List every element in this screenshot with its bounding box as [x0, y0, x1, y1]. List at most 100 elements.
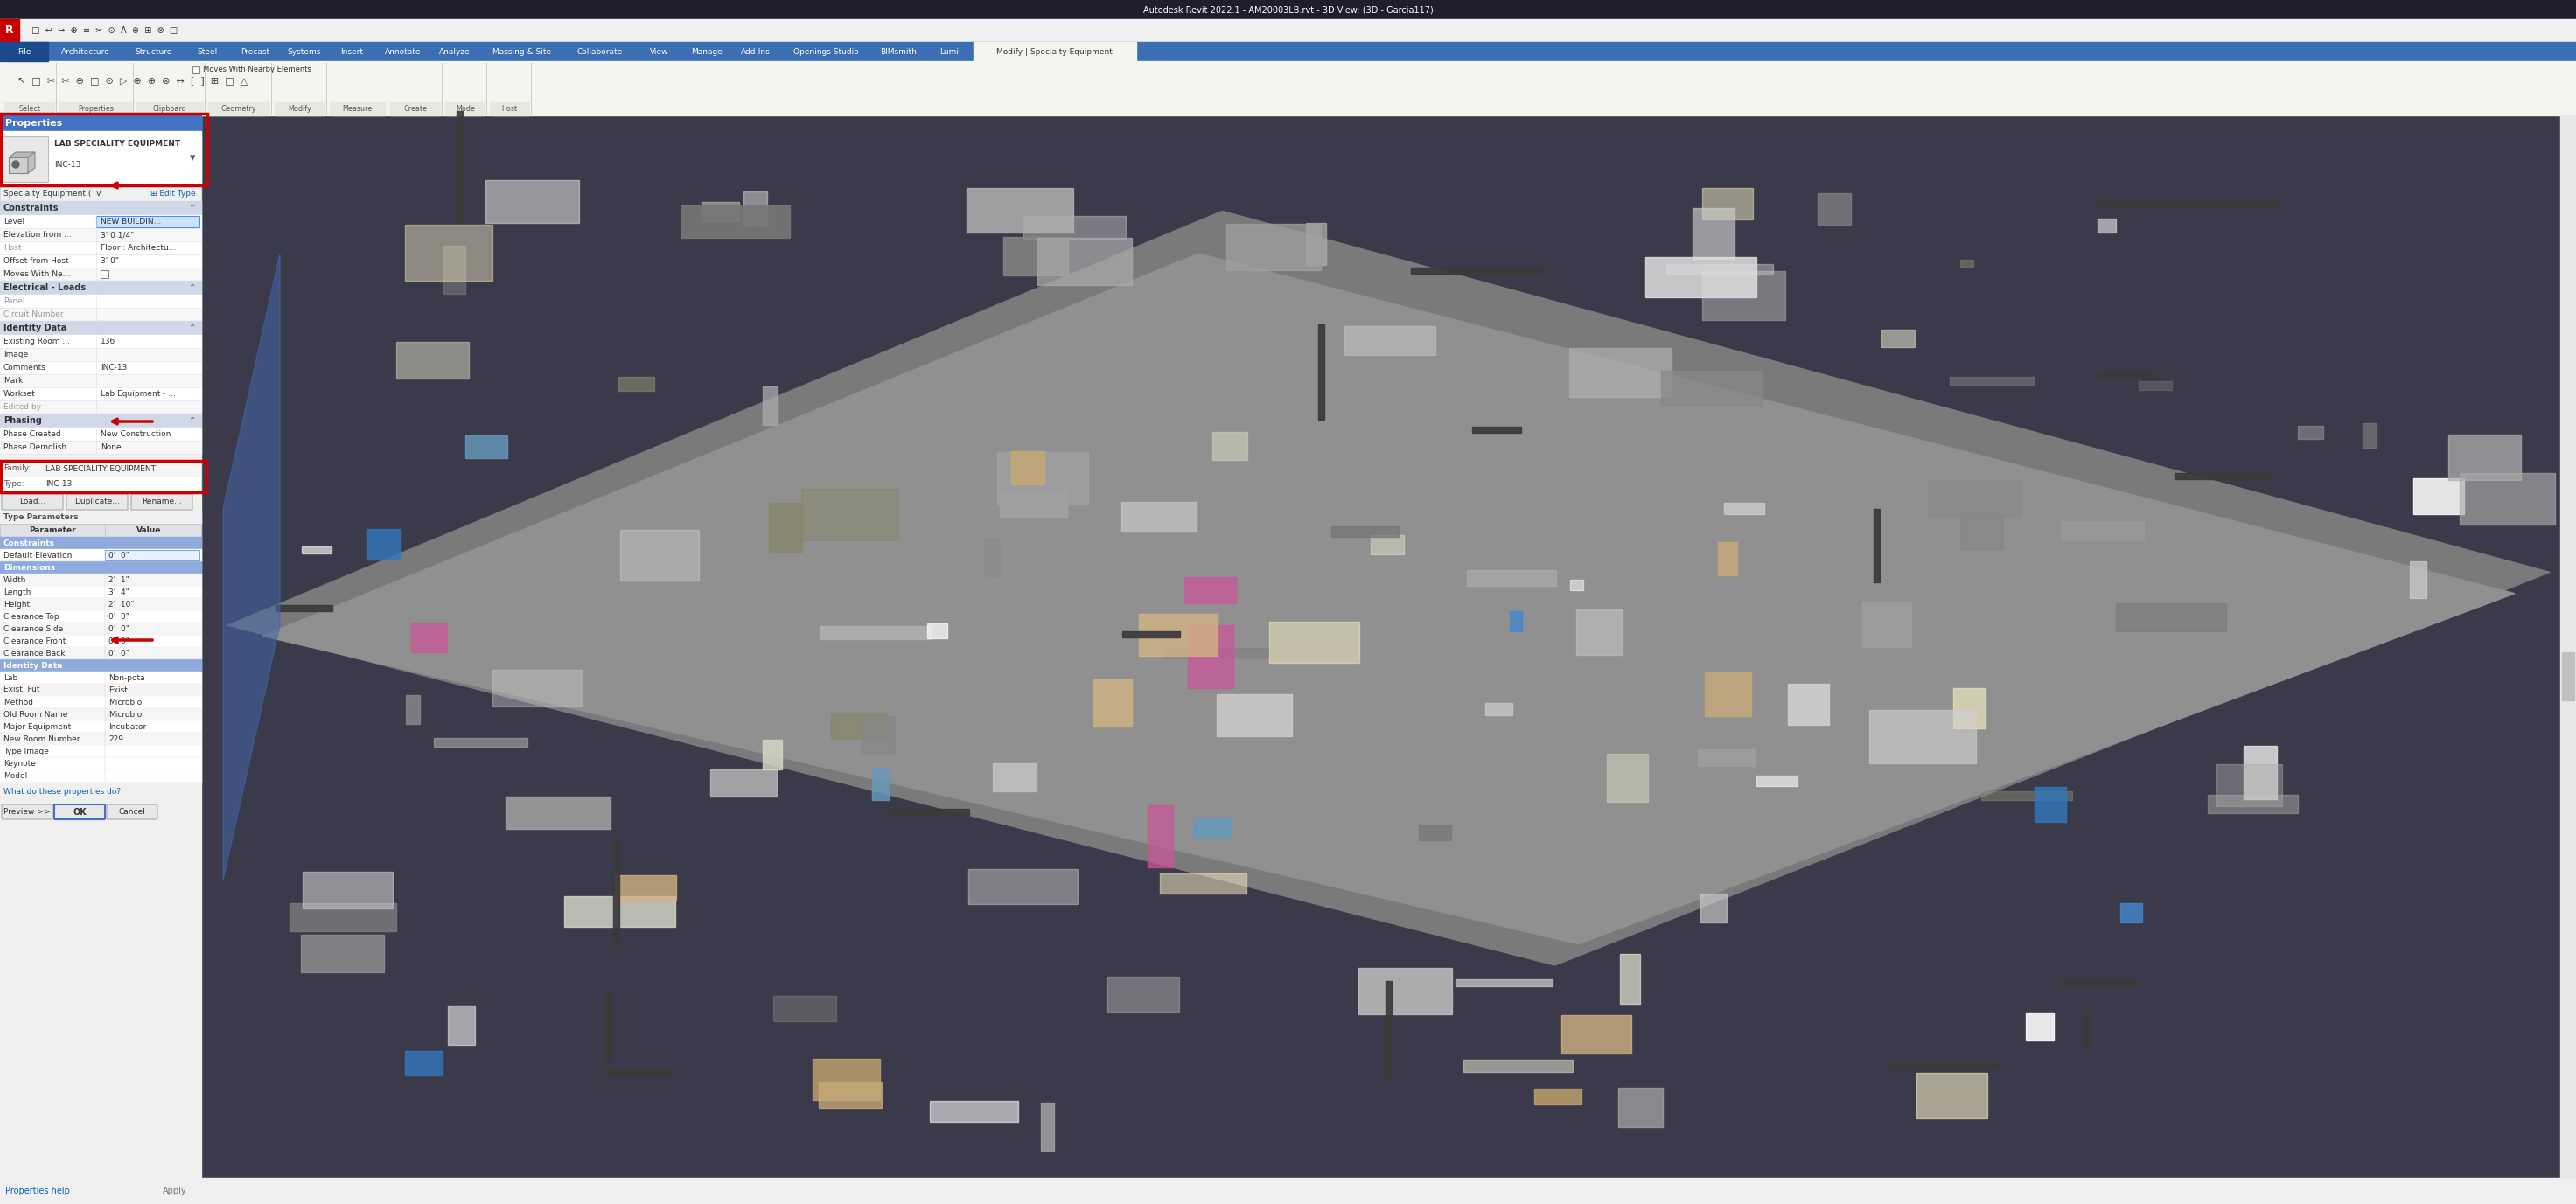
Text: 3' 0": 3' 0" — [100, 258, 118, 265]
Bar — [1535, 1088, 1582, 1104]
Text: Value: Value — [137, 526, 162, 535]
Bar — [889, 809, 969, 815]
Bar — [0, 477, 201, 492]
Bar — [0, 281, 201, 295]
Bar — [701, 202, 739, 222]
Bar — [1306, 223, 1327, 265]
Bar — [2414, 478, 2465, 514]
Bar — [0, 229, 201, 241]
Text: Incubator: Incubator — [108, 722, 147, 731]
Text: 0'  0": 0' 0" — [108, 649, 129, 657]
Text: Type Parameters: Type Parameters — [3, 513, 77, 521]
Bar — [1471, 426, 1520, 432]
Bar — [1960, 260, 1973, 266]
Bar — [443, 246, 466, 294]
Text: ↖  □  ✂  ✂  ⊕  □  ⊙  ▷  ⊕  ⊕  ⊗  ↔  [  ]  ⊞  □  △: ↖ □ ✂ ✂ ⊕ □ ⊙ ▷ ⊕ ⊕ ⊗ ↔ [ ] ⊞ □ △ — [18, 76, 247, 84]
Text: Constraints: Constraints — [3, 203, 59, 212]
Text: Lab: Lab — [3, 674, 18, 681]
Bar — [683, 206, 791, 238]
Text: Properties: Properties — [5, 119, 62, 128]
Bar — [407, 695, 420, 724]
Bar — [621, 530, 698, 580]
Bar — [2097, 201, 2277, 207]
Bar — [1929, 480, 2020, 518]
Text: NEW BUILDIN...: NEW BUILDIN... — [100, 218, 162, 225]
Polygon shape — [227, 211, 2550, 966]
Bar — [1571, 579, 1584, 590]
Bar — [301, 872, 392, 909]
Bar — [1023, 216, 1126, 238]
Bar — [446, 102, 484, 116]
Bar — [0, 241, 201, 254]
Bar — [3, 136, 49, 182]
Bar — [2097, 372, 2156, 378]
Bar — [1092, 679, 1131, 726]
Bar — [1463, 1060, 1574, 1072]
Bar — [819, 1081, 881, 1108]
Bar — [2097, 219, 2115, 232]
Text: Duplicate...: Duplicate... — [75, 498, 121, 506]
Bar — [0, 61, 2576, 116]
Text: Lumi: Lumi — [940, 48, 958, 55]
Bar — [992, 763, 1036, 791]
Bar — [1646, 258, 1757, 297]
Text: Circuit Number: Circuit Number — [3, 311, 64, 318]
Text: Workset: Workset — [3, 390, 36, 397]
Bar — [2025, 1013, 2053, 1040]
Bar — [505, 797, 611, 828]
Text: What do these properties do?: What do these properties do? — [3, 789, 121, 796]
Bar — [276, 606, 332, 612]
Text: ▾: ▾ — [191, 153, 196, 164]
Bar — [0, 610, 201, 622]
Bar — [2208, 795, 2298, 813]
Text: Precast: Precast — [240, 48, 270, 55]
Bar — [456, 111, 464, 223]
Text: Massing & Site: Massing & Site — [492, 48, 551, 55]
Text: Old Room Name: Old Room Name — [3, 710, 67, 719]
Bar — [0, 461, 206, 492]
Text: Comments: Comments — [3, 364, 46, 372]
Bar — [1819, 193, 1852, 225]
Text: Exist: Exist — [108, 686, 129, 694]
Bar — [1108, 976, 1180, 1011]
Text: 0'  0": 0' 0" — [108, 637, 129, 645]
Text: OK: OK — [72, 808, 88, 816]
Bar — [1607, 754, 1649, 802]
Text: Host: Host — [3, 244, 21, 252]
Bar — [1159, 873, 1247, 893]
Bar — [1319, 324, 1324, 420]
Bar — [801, 489, 899, 541]
Bar — [762, 386, 778, 425]
Bar — [0, 745, 201, 757]
Bar — [1370, 535, 1404, 554]
Bar — [603, 1069, 675, 1075]
Bar — [969, 869, 1077, 904]
Text: Properties help: Properties help — [5, 1186, 70, 1196]
Bar — [1345, 326, 1435, 355]
Bar — [1185, 577, 1236, 603]
Bar — [0, 510, 201, 524]
Bar — [0, 1178, 2576, 1204]
Text: BIMsmith: BIMsmith — [881, 48, 917, 55]
Text: Select: Select — [18, 105, 41, 113]
Text: Specialty Equipment (  v: Specialty Equipment ( v — [3, 189, 100, 197]
Bar — [1891, 1062, 1999, 1068]
Text: Lab Equipment - ...: Lab Equipment - ... — [100, 390, 175, 397]
Text: Offset from Host: Offset from Host — [3, 258, 70, 265]
Text: Dimensions: Dimensions — [3, 563, 54, 572]
Bar — [2115, 603, 2226, 631]
Text: Rename...: Rename... — [142, 498, 183, 506]
Text: Family:: Family: — [3, 465, 31, 473]
Text: Electrical - Loads: Electrical - Loads — [3, 283, 85, 293]
Bar — [0, 116, 201, 1178]
Text: LAB SPECIALITY EQUIPMENT: LAB SPECIALITY EQUIPMENT — [54, 140, 180, 148]
Bar — [330, 102, 384, 116]
Bar — [0, 708, 201, 720]
Bar — [484, 181, 580, 223]
Bar — [404, 225, 492, 281]
Text: 3' 0 1/4": 3' 0 1/4" — [100, 231, 134, 238]
Bar — [860, 716, 894, 752]
Bar — [1561, 1015, 1631, 1054]
Text: Apply: Apply — [162, 1186, 188, 1196]
Text: Microbiol: Microbiol — [108, 698, 144, 706]
